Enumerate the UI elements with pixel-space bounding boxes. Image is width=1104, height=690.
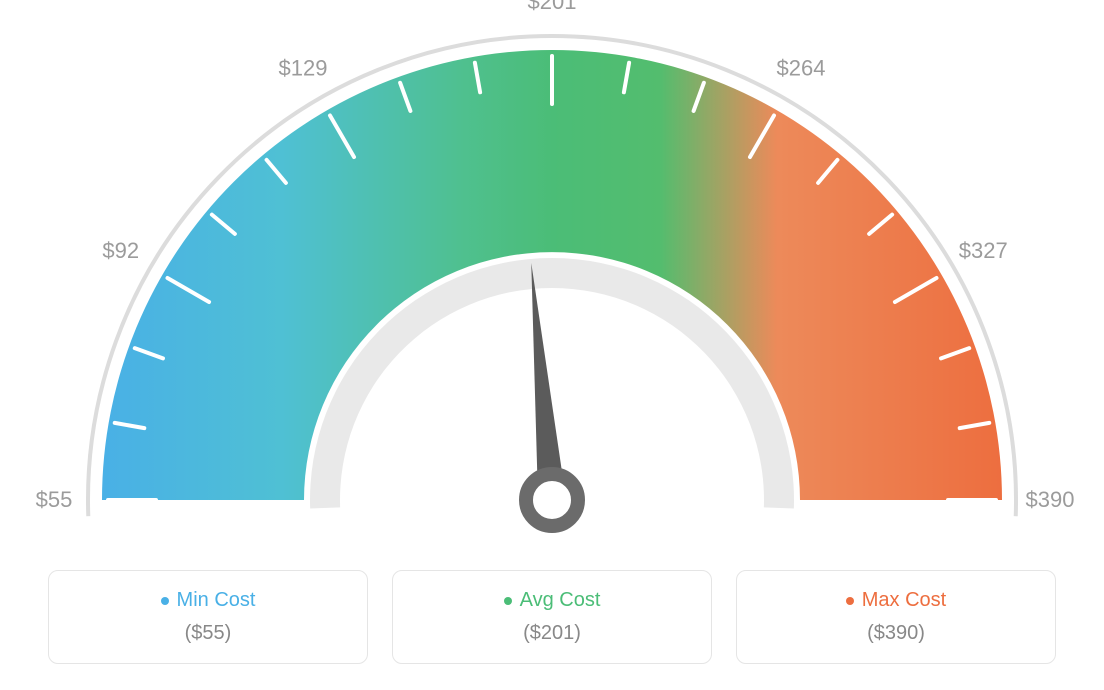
legend-dot-avg [504,597,512,605]
legend-text-min: Min Cost [177,589,256,612]
svg-text:$390: $390 [1026,487,1075,512]
legend-value-avg: ($201) [405,622,699,645]
legend-label-max: Max Cost [846,589,946,612]
legend-text-avg: Avg Cost [520,589,601,612]
svg-text:$327: $327 [959,238,1008,263]
legend-box-max: Max Cost ($390) [736,570,1056,664]
legend-label-avg: Avg Cost [504,589,601,612]
svg-text:$264: $264 [777,56,826,81]
legend-label-min: Min Cost [161,589,256,612]
legend-box-avg: Avg Cost ($201) [392,570,712,664]
legend-dot-min [161,597,169,605]
legend-row: Min Cost ($55) Avg Cost ($201) Max Cost … [0,570,1104,664]
legend-value-max: ($390) [749,622,1043,645]
gauge-chart: $55 $92 $129 $201 $264 $327 $390 [0,0,1104,560]
svg-text:$92: $92 [102,238,139,263]
svg-text:$129: $129 [279,56,328,81]
svg-text:$201: $201 [528,0,577,14]
legend-text-max: Max Cost [862,589,946,612]
legend-value-min: ($55) [61,622,355,645]
legend-box-min: Min Cost ($55) [48,570,368,664]
legend-dot-max [846,597,854,605]
svg-text:$55: $55 [36,487,73,512]
gauge-svg: $55 $92 $129 $201 $264 $327 $390 [0,0,1104,560]
